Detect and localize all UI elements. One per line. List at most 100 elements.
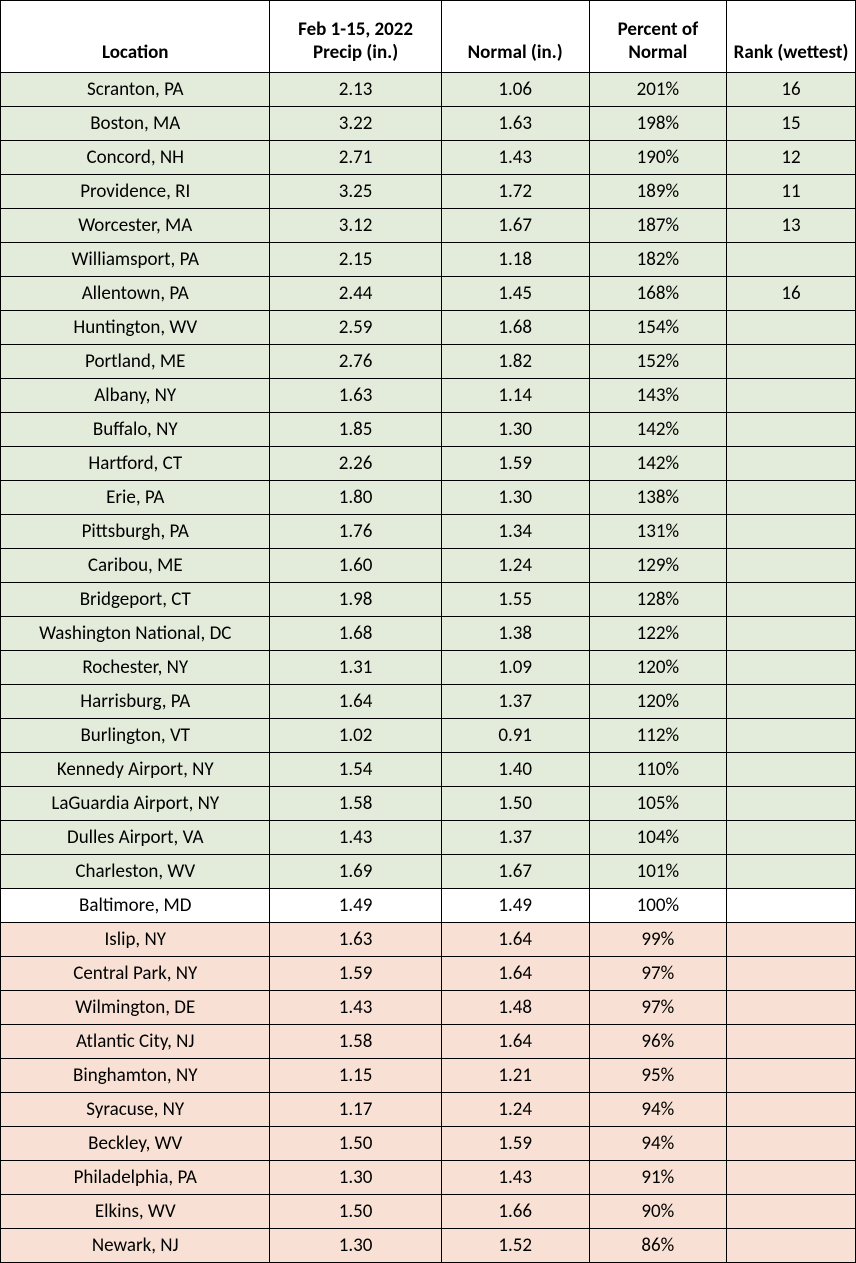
cell-percent: 100% (589, 889, 726, 923)
cell-rank (727, 1229, 856, 1263)
cell-precip: 1.58 (270, 1025, 441, 1059)
cell-precip: 2.71 (270, 141, 441, 175)
cell-rank (727, 447, 856, 481)
cell-location: Worcester, MA (1, 209, 270, 243)
cell-precip: 1.15 (270, 1059, 441, 1093)
cell-percent: 122% (589, 617, 726, 651)
cell-location: Buffalo, NY (1, 413, 270, 447)
cell-rank: 13 (727, 209, 856, 243)
cell-location: Beckley, WV (1, 1127, 270, 1161)
table-row: Baltimore, MD1.491.49100% (1, 889, 856, 923)
cell-percent: 129% (589, 549, 726, 583)
table-row: Dulles Airport, VA1.431.37104% (1, 821, 856, 855)
cell-precip: 1.31 (270, 651, 441, 685)
cell-location: Boston, MA (1, 107, 270, 141)
table-row: Newark, NJ1.301.5286% (1, 1229, 856, 1263)
cell-rank (727, 685, 856, 719)
cell-normal: 1.64 (441, 957, 589, 991)
table-row: Worcester, MA3.121.67187%13 (1, 209, 856, 243)
cell-normal: 1.52 (441, 1229, 589, 1263)
cell-percent: 198% (589, 107, 726, 141)
cell-location: Rochester, NY (1, 651, 270, 685)
cell-precip: 2.26 (270, 447, 441, 481)
cell-rank (727, 923, 856, 957)
cell-normal: 1.37 (441, 821, 589, 855)
cell-percent: 143% (589, 379, 726, 413)
cell-precip: 1.17 (270, 1093, 441, 1127)
cell-percent: 152% (589, 345, 726, 379)
table-row: Philadelphia, PA1.301.4391% (1, 1161, 856, 1195)
cell-location: Pittsburgh, PA (1, 515, 270, 549)
cell-rank (727, 617, 856, 651)
cell-location: Atlantic City, NJ (1, 1025, 270, 1059)
table-row: Beckley, WV1.501.5994% (1, 1127, 856, 1161)
cell-precip: 1.49 (270, 889, 441, 923)
cell-percent: 97% (589, 957, 726, 991)
table-row: Boston, MA3.221.63198%15 (1, 107, 856, 141)
cell-rank (727, 821, 856, 855)
cell-location: Concord, NH (1, 141, 270, 175)
cell-rank (727, 991, 856, 1025)
cell-normal: 1.63 (441, 107, 589, 141)
cell-percent: 101% (589, 855, 726, 889)
cell-normal: 1.49 (441, 889, 589, 923)
table-row: Erie, PA1.801.30138% (1, 481, 856, 515)
cell-precip: 1.69 (270, 855, 441, 889)
cell-rank (727, 787, 856, 821)
cell-precip: 1.43 (270, 821, 441, 855)
table-row: Concord, NH2.711.43190%12 (1, 141, 856, 175)
cell-percent: 91% (589, 1161, 726, 1195)
cell-location: Charleston, WV (1, 855, 270, 889)
cell-percent: 190% (589, 141, 726, 175)
table-row: Elkins, WV1.501.6690% (1, 1195, 856, 1229)
cell-normal: 1.66 (441, 1195, 589, 1229)
cell-precip: 1.76 (270, 515, 441, 549)
table-row: Islip, NY1.631.6499% (1, 923, 856, 957)
cell-rank (727, 1025, 856, 1059)
cell-precip: 3.25 (270, 175, 441, 209)
cell-precip: 1.02 (270, 719, 441, 753)
cell-normal: 1.72 (441, 175, 589, 209)
cell-percent: 96% (589, 1025, 726, 1059)
cell-rank: 15 (727, 107, 856, 141)
cell-rank (727, 345, 856, 379)
header-location: Location (1, 1, 270, 73)
cell-percent: 95% (589, 1059, 726, 1093)
cell-precip: 1.63 (270, 379, 441, 413)
cell-location: Dulles Airport, VA (1, 821, 270, 855)
table-row: Pittsburgh, PA1.761.34131% (1, 515, 856, 549)
cell-percent: 104% (589, 821, 726, 855)
header-precip: Feb 1-15, 2022 Precip (in.) (270, 1, 441, 73)
table-row: Huntington, WV2.591.68154% (1, 311, 856, 345)
cell-normal: 1.64 (441, 1025, 589, 1059)
cell-precip: 1.58 (270, 787, 441, 821)
cell-rank (727, 1195, 856, 1229)
cell-normal: 1.30 (441, 481, 589, 515)
table-row: Williamsport, PA2.151.18182% (1, 243, 856, 277)
cell-precip: 1.54 (270, 753, 441, 787)
cell-rank (727, 753, 856, 787)
cell-precip: 1.60 (270, 549, 441, 583)
header-percent: Percent of Normal (589, 1, 726, 73)
table-row: Providence, RI3.251.72189%11 (1, 175, 856, 209)
cell-percent: 131% (589, 515, 726, 549)
cell-location: Binghamton, NY (1, 1059, 270, 1093)
cell-precip: 1.50 (270, 1195, 441, 1229)
cell-percent: 187% (589, 209, 726, 243)
cell-location: LaGuardia Airport, NY (1, 787, 270, 821)
cell-location: Wilmington, DE (1, 991, 270, 1025)
cell-percent: 120% (589, 651, 726, 685)
header-row: Location Feb 1-15, 2022 Precip (in.) Nor… (1, 1, 856, 73)
cell-rank (727, 889, 856, 923)
cell-rank (727, 1059, 856, 1093)
cell-rank (727, 1093, 856, 1127)
cell-normal: 0.91 (441, 719, 589, 753)
cell-rank (727, 243, 856, 277)
cell-precip: 1.64 (270, 685, 441, 719)
cell-normal: 1.09 (441, 651, 589, 685)
cell-percent: 189% (589, 175, 726, 209)
cell-precip: 1.59 (270, 957, 441, 991)
cell-location: Washington National, DC (1, 617, 270, 651)
cell-rank (727, 719, 856, 753)
table-row: Rochester, NY1.311.09120% (1, 651, 856, 685)
